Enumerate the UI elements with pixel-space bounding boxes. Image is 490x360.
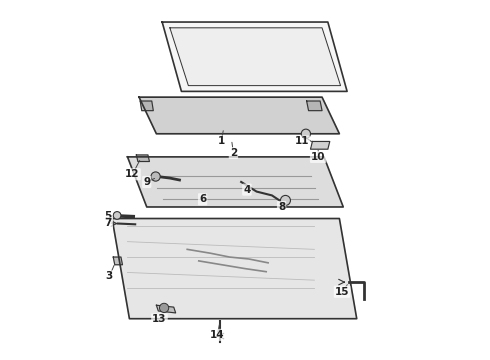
Text: 14: 14 (210, 330, 224, 340)
Polygon shape (140, 101, 153, 111)
Text: 5: 5 (104, 211, 112, 221)
Polygon shape (311, 141, 330, 149)
Circle shape (301, 129, 311, 138)
Text: 15: 15 (335, 287, 349, 297)
Text: 7: 7 (104, 218, 112, 228)
Polygon shape (307, 101, 322, 111)
Text: 6: 6 (199, 194, 206, 204)
Polygon shape (170, 28, 341, 86)
Text: 1: 1 (218, 136, 225, 147)
Polygon shape (162, 22, 347, 91)
Circle shape (159, 303, 169, 312)
Polygon shape (156, 305, 175, 313)
Circle shape (280, 195, 291, 206)
Text: 8: 8 (278, 202, 285, 212)
Text: 4: 4 (243, 185, 250, 195)
Polygon shape (139, 97, 340, 134)
Text: 12: 12 (125, 169, 140, 179)
Polygon shape (113, 257, 122, 265)
Polygon shape (112, 219, 357, 319)
Text: 10: 10 (311, 152, 325, 162)
Text: 3: 3 (106, 271, 113, 281)
Text: 9: 9 (143, 177, 150, 187)
Circle shape (113, 212, 121, 219)
Text: 11: 11 (295, 136, 309, 147)
Text: 13: 13 (152, 315, 167, 324)
Circle shape (151, 172, 160, 181)
Polygon shape (136, 155, 149, 162)
Polygon shape (127, 157, 343, 207)
Text: 2: 2 (230, 148, 237, 158)
